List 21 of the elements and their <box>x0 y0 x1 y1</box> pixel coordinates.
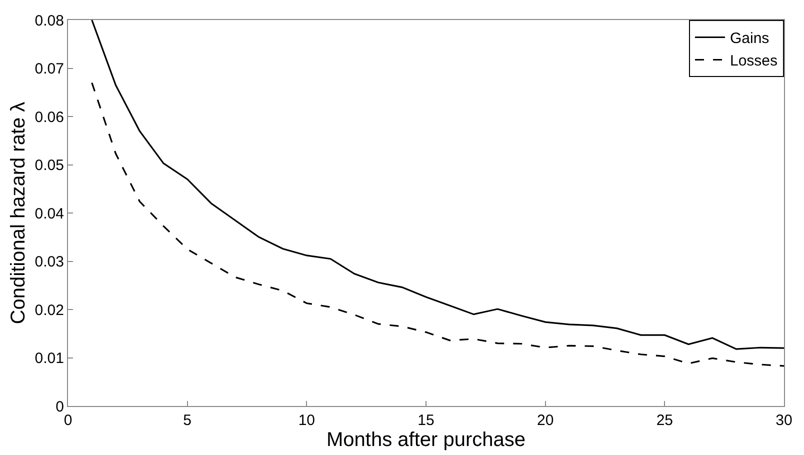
y-tick-label: 0.04 <box>34 205 64 222</box>
x-tick-label: 30 <box>776 412 792 429</box>
legend-label: Gains <box>730 30 770 48</box>
line-series <box>91 82 784 367</box>
x-axis-title: Months after purchase <box>326 429 526 451</box>
y-tick-label: 0.06 <box>34 108 64 126</box>
line-series <box>91 20 784 350</box>
x-tick-label: 10 <box>298 412 316 429</box>
x-tick-label: 25 <box>656 412 674 429</box>
y-axis-title: Conditional hazard rate λ <box>7 102 30 324</box>
y-tick-label: 0.03 <box>34 254 64 270</box>
x-tick-label: 15 <box>418 412 434 429</box>
y-tick-label: 0.05 <box>34 157 64 174</box>
y-tick-label: 0.08 <box>34 12 64 30</box>
y-tick-label: 0.02 <box>34 302 64 319</box>
x-tick-label: 5 <box>183 412 192 429</box>
y-tick-label: 0.07 <box>34 60 64 78</box>
legend-label: Losses <box>730 52 778 70</box>
x-tick-label: 20 <box>536 412 554 429</box>
y-tick-label: 0.01 <box>34 350 64 367</box>
y-tick-label: 0 <box>56 398 64 416</box>
